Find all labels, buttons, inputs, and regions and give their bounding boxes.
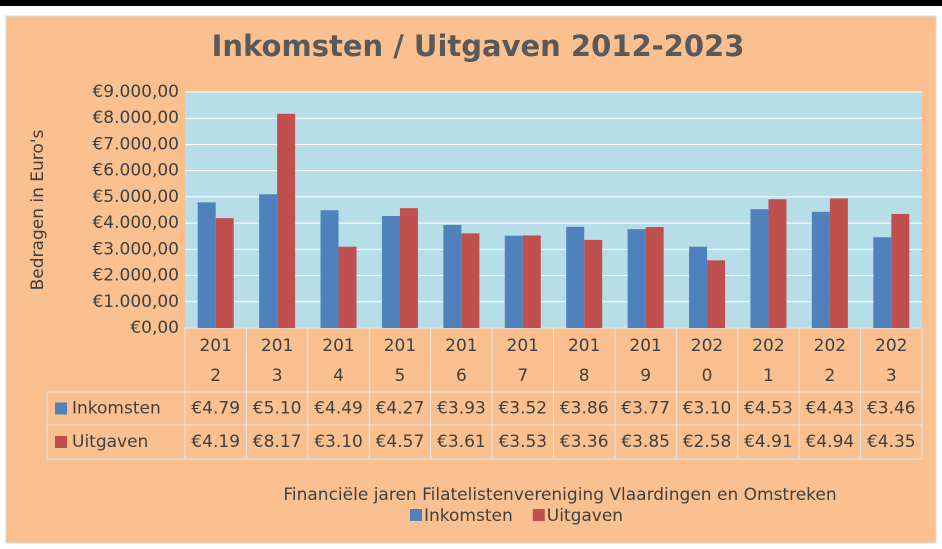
- data-table-value: €3.86: [560, 399, 609, 419]
- y-tick-label: €4.000,00: [92, 213, 179, 233]
- y-tick-label: €1.000,00: [92, 292, 179, 312]
- bar: [829, 198, 848, 328]
- data-table-value: €3.77: [621, 399, 670, 419]
- y-tick-label: €7.000,00: [92, 134, 179, 154]
- data-table-value: €3.10: [314, 432, 363, 452]
- data-table-value: €2.58: [683, 432, 732, 452]
- plot-area: [185, 92, 922, 328]
- bar: [627, 229, 646, 328]
- data-table-value: €3.10: [683, 399, 732, 419]
- data-table-value: €4.35: [867, 432, 916, 452]
- data-table-value: €4.27: [376, 399, 425, 419]
- data-table-value: €3.85: [621, 432, 670, 452]
- top-strip: [0, 0, 942, 6]
- bar: [215, 218, 234, 328]
- bar: [645, 227, 664, 328]
- x-tick-label: 2012: [199, 336, 232, 386]
- bar: [504, 235, 523, 328]
- data-table-value: €3.53: [498, 432, 547, 452]
- x-tick-label: 2023: [875, 336, 908, 386]
- data-table-value: €4.49: [314, 399, 363, 419]
- data-table-value: €3.52: [498, 399, 547, 419]
- data-table-value: €5.10: [253, 399, 302, 419]
- table-legend-key: [55, 436, 67, 448]
- x-tick-label: 2017: [506, 336, 539, 386]
- bar: [689, 246, 708, 328]
- data-table-value: €3.36: [560, 432, 609, 452]
- legend-label: Inkomsten: [424, 506, 513, 526]
- x-axis-label: Financiële jaren Filatelistenvereniging …: [283, 485, 836, 505]
- x-tick-label: 2020: [690, 336, 724, 386]
- bar: [320, 210, 339, 328]
- bar: [277, 113, 296, 329]
- bar: [768, 199, 787, 328]
- x-tick-label: 2014: [322, 336, 355, 386]
- data-table-value: €4.94: [806, 432, 855, 452]
- legend-key: [410, 509, 422, 521]
- legend-label: Uitgaven: [547, 506, 623, 526]
- table-series-name: Inkomsten: [72, 399, 161, 419]
- y-tick-label: €5.000,00: [92, 187, 179, 207]
- bar: [522, 235, 541, 328]
- bar: [707, 260, 726, 328]
- bar: [811, 211, 830, 328]
- y-tick-label: €0,00: [130, 318, 179, 338]
- x-tick-label: 2021: [752, 336, 785, 386]
- data-table-value: €3.46: [867, 399, 916, 419]
- x-tick-label: 2013: [260, 336, 294, 386]
- bar: [566, 226, 585, 328]
- x-tick-label: 2018: [567, 336, 601, 386]
- legend-key: [532, 509, 545, 521]
- x-tick-label: 2022: [813, 336, 847, 386]
- y-tick-label: €9.000,00: [92, 82, 179, 102]
- chart-title: Inkomsten / Uitgaven 2012-2023: [212, 29, 745, 63]
- bar: [461, 233, 480, 328]
- table-series-name: Uitgaven: [72, 432, 148, 452]
- data-table-value: €4.43: [806, 399, 855, 419]
- bar: [584, 239, 603, 328]
- bar: [381, 216, 400, 328]
- x-tick-label: 2016: [445, 336, 478, 386]
- table-legend-key: [55, 402, 67, 415]
- bar: [750, 209, 769, 328]
- bar: [873, 237, 892, 328]
- data-table-value: €4.19: [191, 432, 240, 452]
- bar: [338, 246, 357, 328]
- bar: [259, 194, 278, 328]
- y-tick-label: €3.000,00: [92, 239, 179, 259]
- bar: [399, 208, 418, 328]
- bar: [197, 202, 216, 328]
- bar: [891, 213, 910, 328]
- y-tick-label: €2.000,00: [92, 266, 179, 286]
- data-table-value: €8.17: [253, 432, 302, 452]
- y-tick-label: €8.000,00: [92, 108, 179, 128]
- data-table-value: €4.91: [744, 432, 793, 452]
- data-table-value: €4.53: [744, 399, 793, 419]
- y-axis-label: Bedragen in Euro's: [28, 130, 48, 291]
- x-tick-label: 2015: [383, 336, 417, 386]
- data-table-value: €4.57: [376, 432, 425, 452]
- data-table-value: €3.93: [437, 399, 486, 419]
- data-table-value: €3.61: [437, 432, 486, 452]
- bar: [443, 224, 462, 328]
- y-tick-label: €6.000,00: [92, 161, 179, 181]
- data-table-value: €4.79: [191, 399, 240, 419]
- x-tick-label: 2019: [629, 336, 662, 386]
